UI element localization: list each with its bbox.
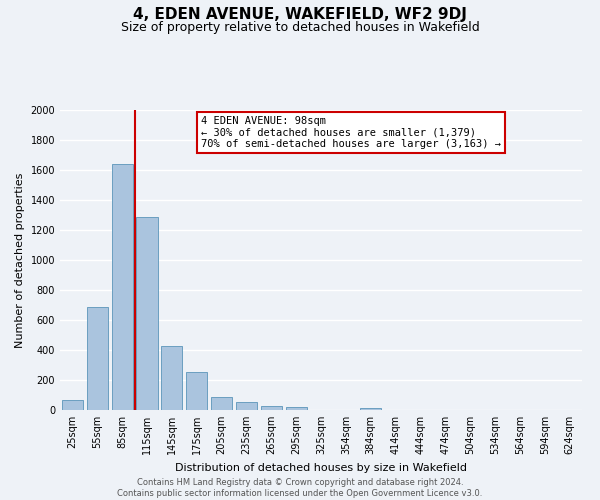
Text: 4, EDEN AVENUE, WAKEFIELD, WF2 9DJ: 4, EDEN AVENUE, WAKEFIELD, WF2 9DJ: [133, 8, 467, 22]
Bar: [236, 402, 257, 410]
Bar: [161, 346, 182, 410]
Text: 4 EDEN AVENUE: 98sqm
← 30% of detached houses are smaller (1,379)
70% of semi-de: 4 EDEN AVENUE: 98sqm ← 30% of detached h…: [201, 116, 501, 149]
Text: Contains HM Land Registry data © Crown copyright and database right 2024.
Contai: Contains HM Land Registry data © Crown c…: [118, 478, 482, 498]
Bar: [261, 406, 282, 410]
Bar: [211, 396, 232, 410]
Bar: [136, 216, 158, 410]
Text: Size of property relative to detached houses in Wakefield: Size of property relative to detached ho…: [121, 21, 479, 34]
Bar: [286, 407, 307, 410]
Y-axis label: Number of detached properties: Number of detached properties: [15, 172, 25, 348]
Bar: [87, 306, 108, 410]
Bar: [186, 372, 207, 410]
Bar: [112, 164, 133, 410]
Bar: [62, 400, 83, 410]
X-axis label: Distribution of detached houses by size in Wakefield: Distribution of detached houses by size …: [175, 462, 467, 472]
Bar: [360, 408, 381, 410]
